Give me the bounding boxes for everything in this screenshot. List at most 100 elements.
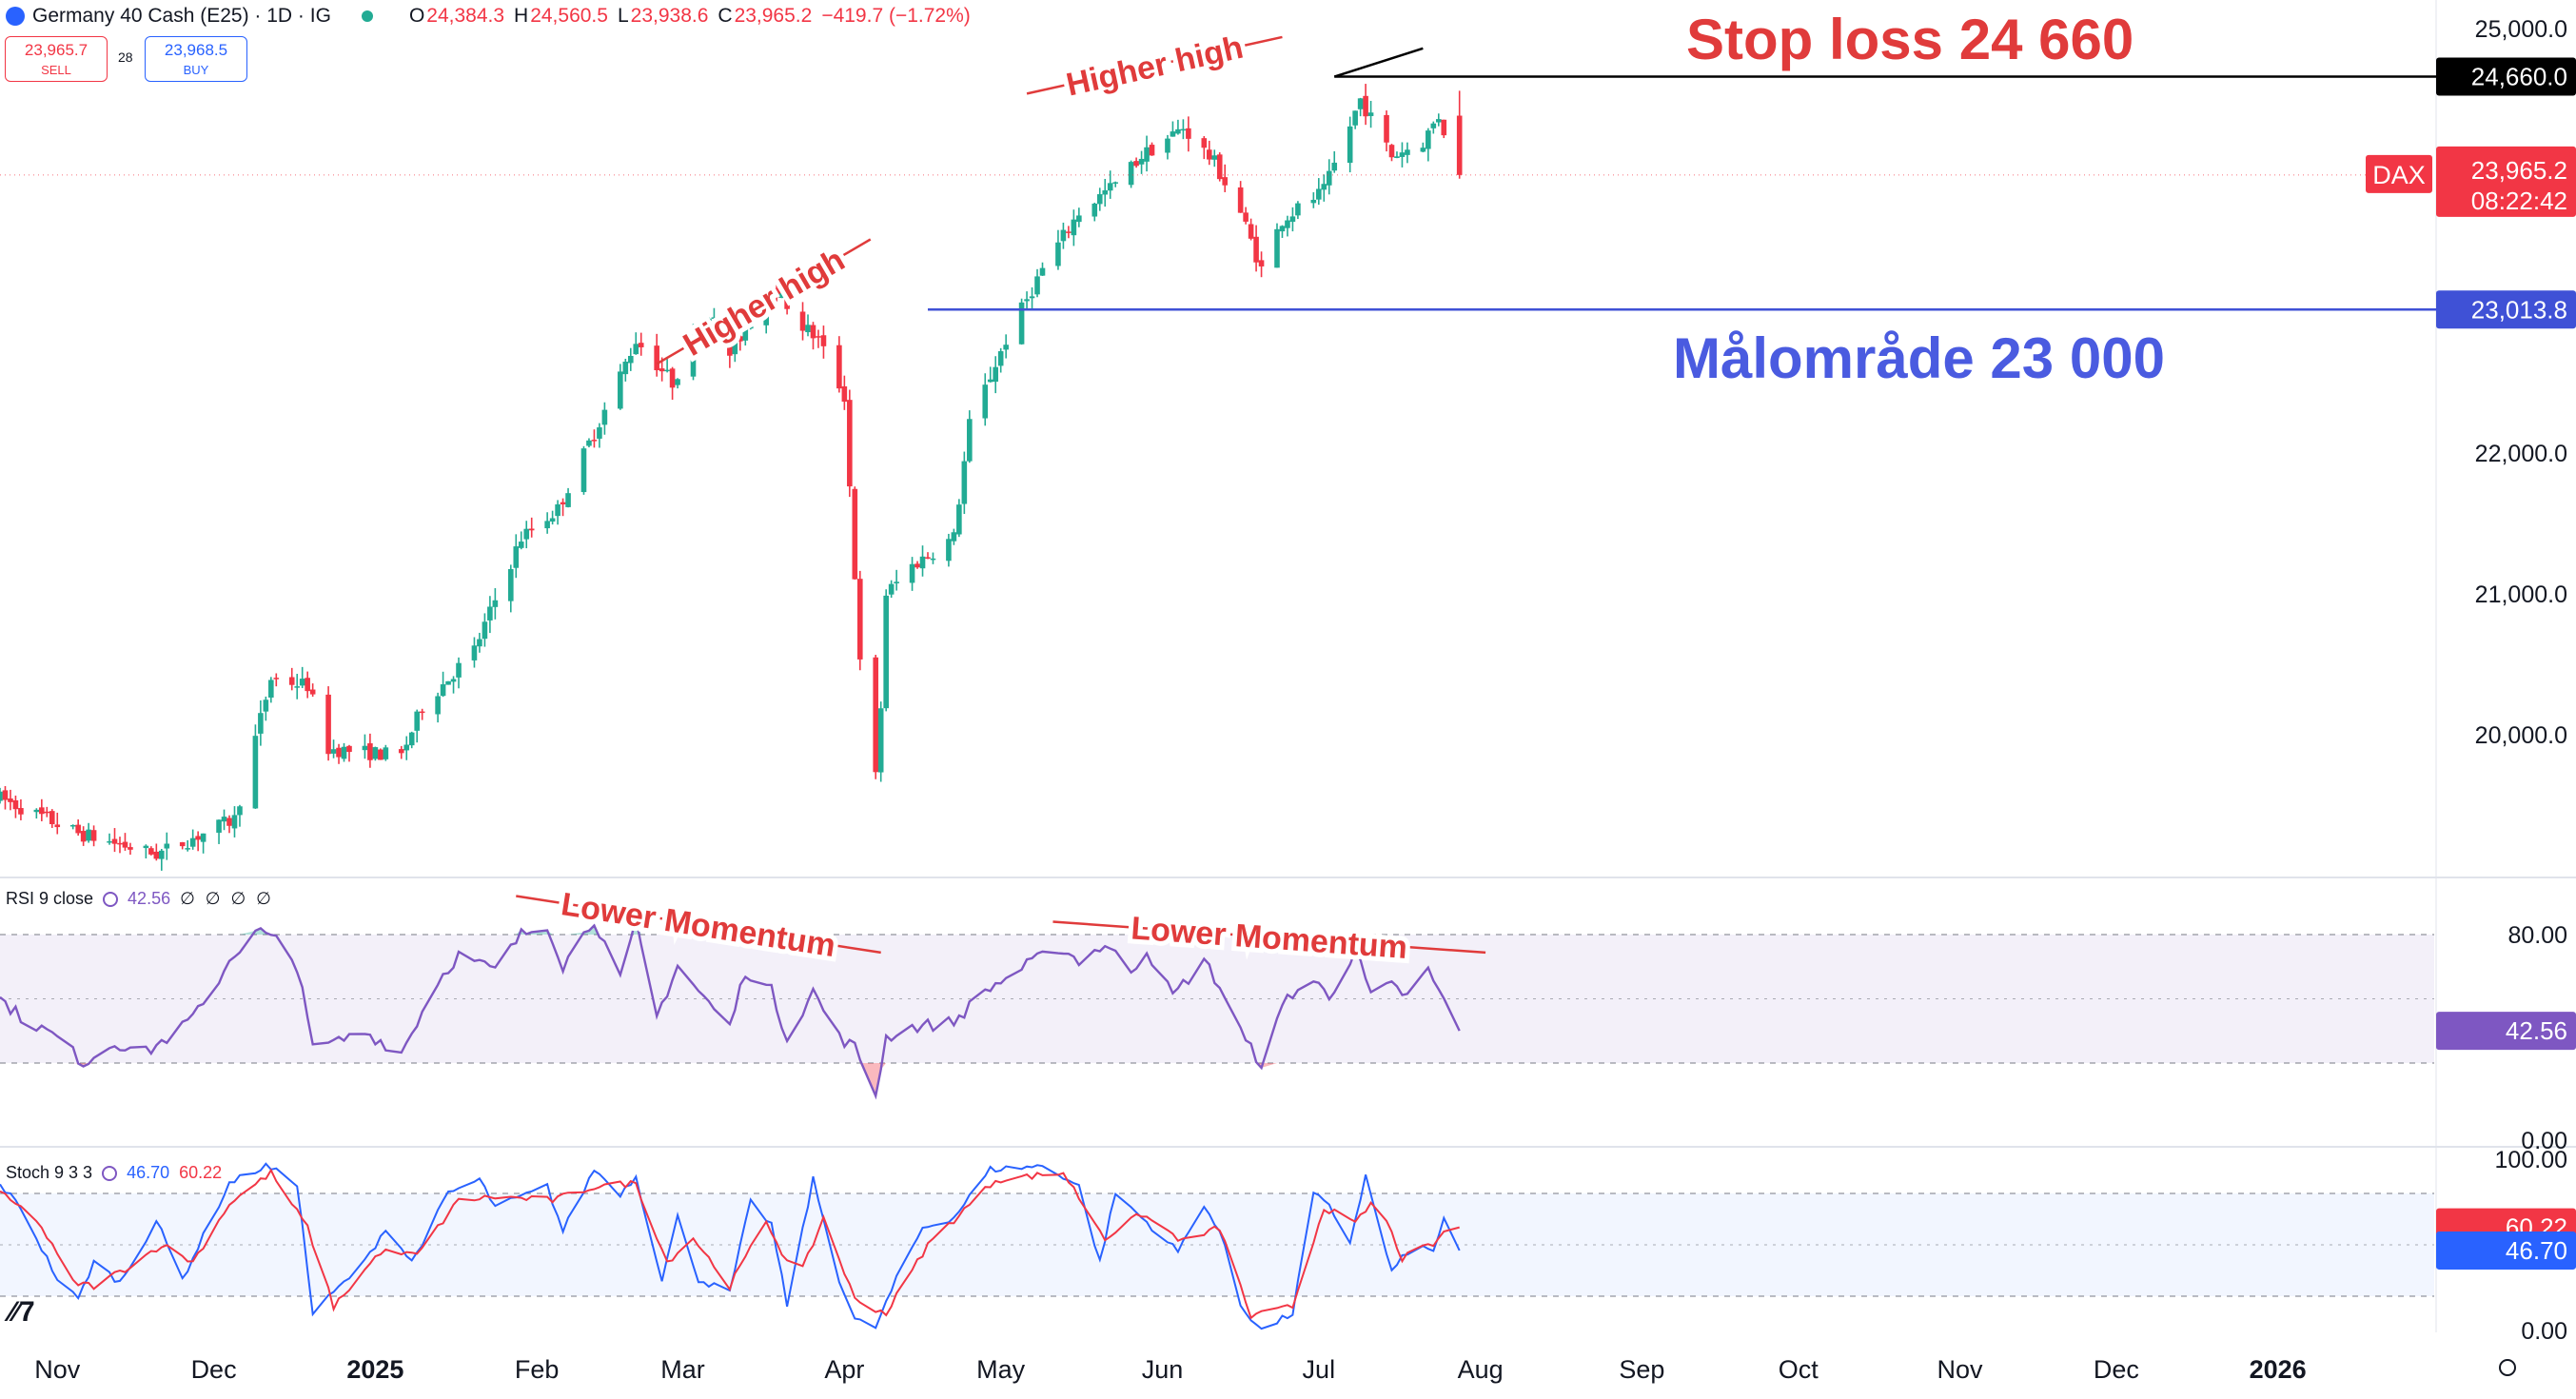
candle-body <box>2 790 9 800</box>
candle-body <box>1216 154 1223 180</box>
candle-body <box>961 461 968 504</box>
chart-settings-icon[interactable] <box>2499 1359 2516 1376</box>
candle <box>513 534 520 579</box>
candle-body <box>544 521 550 529</box>
candle <box>221 809 227 831</box>
candle-body <box>1055 242 1061 266</box>
candle <box>8 789 13 811</box>
candle <box>1133 157 1139 168</box>
rsi-legend[interactable]: RSI 9 close 42.56 ∅ ∅ ∅ ∅ <box>6 889 274 909</box>
candle <box>805 314 811 337</box>
stoch-d-value: 60.22 <box>179 1163 223 1182</box>
candle-body <box>856 579 863 660</box>
candle <box>18 798 24 820</box>
candle-body <box>1326 170 1332 186</box>
candle <box>1222 164 1229 192</box>
candle <box>1248 218 1254 241</box>
candle-body <box>33 809 40 813</box>
candle-body <box>294 686 301 688</box>
candle-body <box>987 379 993 383</box>
candle-body <box>706 318 712 327</box>
price-tick-label: 20,000.0 <box>2475 722 2567 749</box>
candle <box>711 307 718 325</box>
candle <box>946 533 952 567</box>
candle-body <box>847 400 853 487</box>
candle-body <box>263 700 269 712</box>
candle-body <box>909 563 915 583</box>
candle <box>961 451 968 514</box>
candle <box>597 423 602 448</box>
candle-body <box>1248 224 1254 239</box>
candle-body <box>1112 182 1118 184</box>
candle-body <box>1357 98 1364 109</box>
sell-button[interactable]: 23,965.7 SELL <box>5 36 108 82</box>
candle-body <box>747 324 754 329</box>
candle-body <box>1289 216 1296 223</box>
candle-body <box>1420 148 1426 152</box>
candle <box>737 335 743 351</box>
candle-body <box>1237 187 1244 213</box>
candle <box>993 356 999 394</box>
higher-high-1-line <box>656 238 872 365</box>
candle <box>732 328 738 363</box>
candle <box>378 748 383 760</box>
candle-body <box>586 440 592 446</box>
candle-body <box>200 833 206 842</box>
candle <box>1253 225 1259 272</box>
candle <box>706 317 712 335</box>
candle-body <box>18 808 24 815</box>
candle <box>39 798 45 821</box>
candle-body <box>1066 231 1072 233</box>
candle <box>877 701 884 782</box>
candle <box>1170 121 1176 137</box>
higher-high-2-line <box>1026 35 1283 95</box>
indicator-settings-icon[interactable] <box>103 891 119 907</box>
candle <box>742 321 749 346</box>
symbol-title[interactable]: Germany 40 Cash (E25) · 1D · IG <box>32 5 331 27</box>
candle <box>408 731 415 749</box>
candle <box>836 336 842 393</box>
candle-body <box>1295 203 1301 216</box>
candle-body <box>1310 199 1317 204</box>
candle-body <box>0 791 3 801</box>
stoch-legend[interactable]: Stoch 9 3 3 46.70 60.22 <box>6 1163 222 1183</box>
candle-body <box>659 368 665 372</box>
candle <box>1138 150 1145 174</box>
candle-body <box>419 711 425 714</box>
stoch-d-line <box>0 1168 1460 1320</box>
candle-body <box>258 713 264 734</box>
candle-body <box>1039 267 1046 276</box>
candle-body <box>383 747 389 759</box>
candle <box>1112 181 1118 187</box>
candle-body <box>1321 184 1327 190</box>
candle-body <box>237 806 243 816</box>
candle <box>654 333 659 377</box>
candle <box>1039 262 1046 276</box>
candle <box>618 364 623 410</box>
candle <box>528 517 535 538</box>
candle <box>601 402 608 435</box>
buy-button[interactable]: 23,968.5 BUY <box>145 36 247 82</box>
candle <box>54 812 61 835</box>
candle <box>1321 174 1327 202</box>
candle <box>403 736 410 760</box>
candle-body <box>128 847 133 850</box>
rsi-oversold-fill <box>0 1063 1460 1096</box>
candle-body <box>487 606 493 621</box>
candle <box>1405 142 1410 164</box>
candle-body <box>153 851 160 859</box>
stoch-k-tag-bg <box>2436 1231 2576 1270</box>
candle-body <box>440 684 446 697</box>
candle <box>435 692 441 723</box>
candle-body <box>86 829 91 841</box>
candle-body <box>90 830 97 841</box>
candle <box>450 676 457 694</box>
candle <box>847 389 853 498</box>
candle <box>492 588 499 620</box>
indicator-settings-icon[interactable] <box>102 1165 118 1181</box>
last-price-value: 23,965.2 <box>2471 156 2567 185</box>
candle <box>90 825 97 847</box>
candle <box>1034 268 1040 298</box>
candle <box>1367 101 1374 128</box>
